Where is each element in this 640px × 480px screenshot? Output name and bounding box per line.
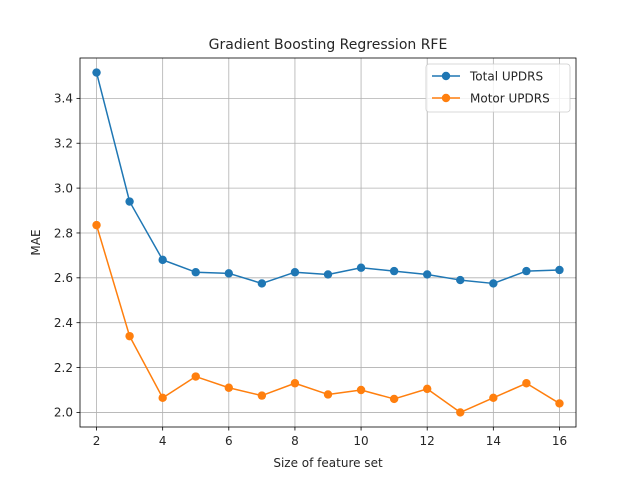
data-point-motor-updrs bbox=[92, 220, 101, 230]
data-point-total-updrs bbox=[489, 279, 498, 288]
ticks: 2 4 6 8 10 12 14 16 2.0 2.2 2.4 2.6 2.8 3.0 3.2 3.4 bbox=[54, 92, 567, 448]
chart-title: Gradient Boosting Regression RFE bbox=[209, 37, 448, 53]
data-point-motor-updrs bbox=[323, 390, 333, 399]
x-tick-label: 10 bbox=[353, 434, 368, 448]
data-point-motor-updrs bbox=[191, 372, 200, 381]
data-point-total-updrs bbox=[522, 266, 531, 276]
series-layer bbox=[92, 68, 564, 417]
y-tick-label: 3.2 bbox=[54, 137, 73, 151]
data-point-motor-updrs bbox=[257, 391, 267, 400]
x-tick-label: 2 bbox=[93, 434, 101, 448]
data-point-total-updrs bbox=[555, 265, 564, 275]
legend-marker bbox=[441, 93, 451, 103]
data-point-motor-updrs bbox=[423, 384, 432, 394]
x-tick-label: 4 bbox=[159, 434, 167, 448]
x-tick-label: 8 bbox=[291, 434, 299, 448]
data-point-motor-updrs bbox=[125, 331, 134, 341]
x-tick-label: 16 bbox=[552, 434, 567, 448]
data-point-total-updrs bbox=[158, 255, 167, 265]
data-point-motor-updrs bbox=[456, 408, 465, 417]
y-tick-label: 3.0 bbox=[54, 181, 73, 195]
data-point-total-updrs bbox=[191, 268, 200, 277]
data-point-total-updrs bbox=[456, 275, 465, 285]
legend-label: Motor UPDRS bbox=[470, 91, 550, 105]
legend-label: Total UPDRS bbox=[469, 69, 543, 83]
data-point-total-updrs bbox=[356, 263, 366, 272]
data-point-total-updrs bbox=[290, 268, 300, 277]
legend-box bbox=[425, 63, 571, 113]
series-total-updrs bbox=[92, 68, 564, 288]
y-tick-label: 3.4 bbox=[54, 92, 73, 106]
data-point-motor-updrs bbox=[290, 379, 300, 388]
y-axis-label: MAE bbox=[29, 229, 43, 255]
y-tick-label: 2.4 bbox=[54, 316, 73, 330]
data-point-total-updrs bbox=[389, 266, 399, 276]
data-point-total-updrs bbox=[125, 197, 134, 206]
plot-frame bbox=[79, 57, 577, 428]
data-point-total-updrs bbox=[423, 270, 432, 279]
grid bbox=[80, 58, 576, 427]
data-point-motor-updrs bbox=[224, 383, 233, 392]
x-axis-label: Size of feature set bbox=[273, 456, 383, 470]
x-tick-label: 12 bbox=[420, 434, 435, 448]
series-motor-updrs bbox=[92, 220, 564, 417]
data-point-total-updrs bbox=[257, 279, 267, 288]
data-point-motor-updrs bbox=[489, 393, 498, 403]
data-point-motor-updrs bbox=[158, 393, 167, 403]
x-tick-label: 14 bbox=[486, 434, 501, 448]
data-point-motor-updrs bbox=[389, 394, 399, 404]
legend-entry-total-updrs: Total UPDRS bbox=[432, 69, 543, 83]
data-point-motor-updrs bbox=[555, 399, 564, 408]
x-tick-label: 6 bbox=[225, 434, 233, 448]
data-point-motor-updrs bbox=[522, 379, 531, 388]
data-point-total-updrs bbox=[92, 68, 101, 77]
data-point-total-updrs bbox=[224, 269, 233, 278]
y-tick-label: 2.6 bbox=[54, 271, 73, 285]
data-point-motor-updrs bbox=[356, 385, 366, 395]
legend-entry-motor-updrs: Motor UPDRS bbox=[432, 91, 550, 105]
y-tick-label: 2.0 bbox=[54, 406, 73, 420]
y-tick-label: 2.2 bbox=[54, 361, 73, 375]
data-point-total-updrs bbox=[323, 270, 333, 279]
y-tick-label: 2.8 bbox=[54, 226, 73, 240]
legend-marker bbox=[441, 71, 451, 81]
legend: Total UPDRS Motor UPDRS bbox=[425, 63, 571, 113]
